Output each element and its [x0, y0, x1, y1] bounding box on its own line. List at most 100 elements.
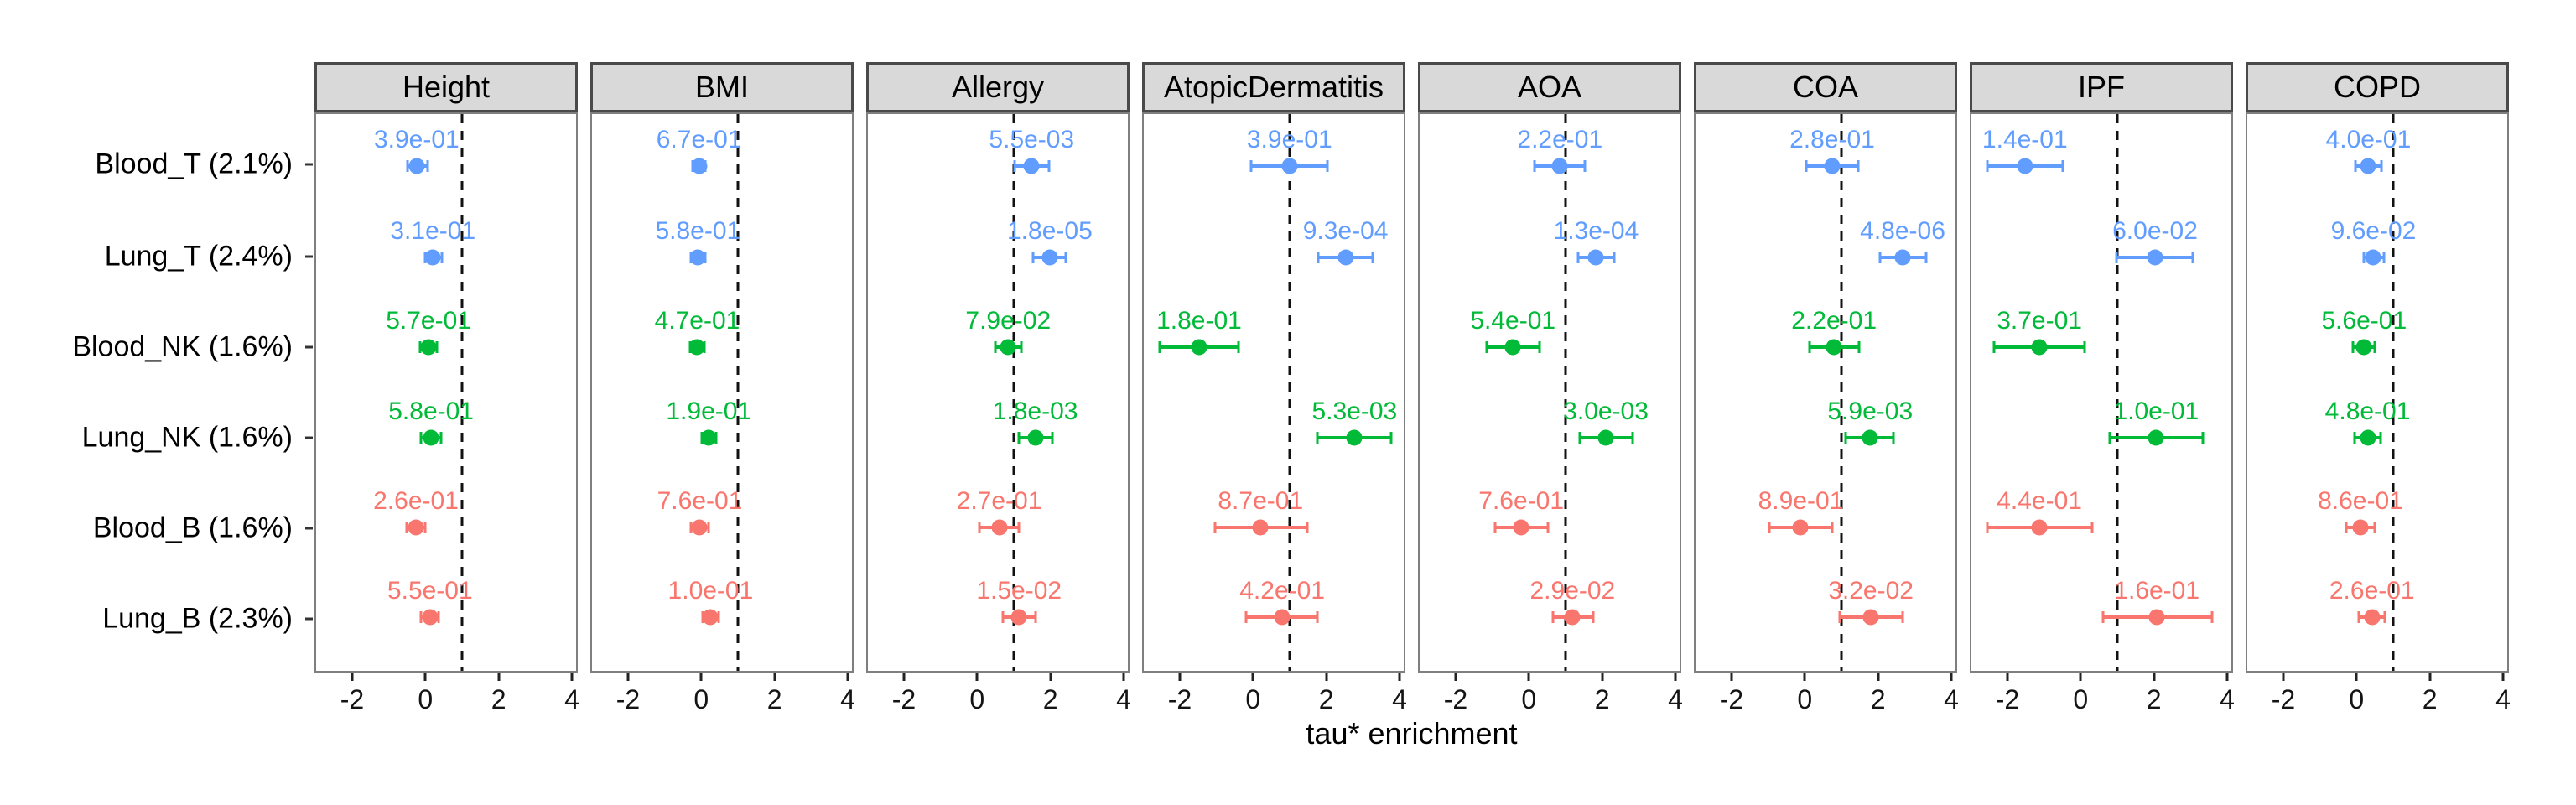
point-marker: [424, 249, 441, 266]
error-bar-cap: [1031, 251, 1035, 263]
point-marker: [2148, 429, 2164, 446]
error-bar-cap: [1316, 611, 1319, 624]
x-tick-label: 4: [1944, 684, 1959, 714]
error-bar-cap: [1857, 159, 1860, 172]
x-tick-label: 0: [1245, 684, 1261, 714]
facet-title: AOA: [1418, 62, 1681, 112]
error-bar-cap: [2108, 431, 2111, 444]
pvalue-label: 5.8e-01: [388, 397, 474, 425]
x-tick-mark: [2006, 673, 2009, 681]
pvalue-label: 1.8e-01: [1156, 306, 1242, 335]
facet-title: Allergy: [866, 62, 1130, 112]
x-tick-label: 0: [969, 684, 985, 714]
point-marker: [1023, 158, 1040, 174]
pvalue-label: 1.0e-01: [667, 577, 754, 605]
point-marker: [1862, 429, 1878, 446]
y-tick: [305, 163, 313, 166]
error-bar-cap: [1064, 251, 1067, 263]
error-bar-cap: [1034, 611, 1037, 624]
x-tick-label: -2: [340, 684, 365, 714]
x-axis: -2 0 2 4: [1142, 673, 1407, 731]
reference-line: [1288, 114, 1291, 671]
error-bar-cap: [419, 431, 423, 444]
point-marker: [1564, 609, 1581, 626]
facet-title: IPF: [1970, 62, 2233, 112]
error-bar-cap: [1047, 159, 1051, 172]
error-bar-cap: [1838, 611, 1841, 624]
error-bar-cap: [1244, 611, 1248, 624]
error-bar-cap: [1249, 159, 1253, 172]
pvalue-label: 4.8e-06: [1860, 216, 1945, 245]
x-tick-mark: [846, 673, 849, 681]
error-bar-cap: [2090, 522, 2094, 534]
error-bar-cap: [1237, 340, 1240, 353]
error-bar-cap: [717, 611, 720, 624]
error-bar-cap: [1306, 522, 1309, 534]
point-marker: [2017, 158, 2033, 174]
x-tick-label: -2: [1167, 684, 1192, 714]
error-bar-cap: [2354, 159, 2357, 172]
x-tick-mark: [1122, 673, 1125, 681]
point-marker: [408, 158, 425, 174]
pvalue-label: 5.7e-01: [386, 306, 471, 335]
x-tick-label: 2: [1870, 684, 1886, 714]
x-tick-mark: [2225, 673, 2229, 681]
x-tick-label: 0: [418, 684, 434, 714]
plot-area: 2.8e-01 4.8e-06 2.2e-01 5.9e-03 8.9e-01 3.2e-…: [1694, 112, 1957, 673]
error-bar-cap: [2083, 340, 2086, 353]
error-bar-cap: [689, 522, 693, 534]
facet-title: Height: [314, 62, 578, 112]
error-bar-cap: [1831, 522, 1834, 534]
x-tick-label: -2: [1443, 684, 1468, 714]
pvalue-label: 2.6e-01: [2329, 577, 2415, 605]
reference-line: [1840, 114, 1843, 671]
x-tick-label: 0: [1521, 684, 1537, 714]
x-axis: -2 0 2 4: [1970, 673, 2235, 731]
x-tick-mark: [1527, 673, 1530, 681]
point-marker: [1504, 339, 1521, 356]
x-axis: -2 0 2 4: [314, 673, 579, 731]
error-bar-cap: [2351, 340, 2355, 353]
x-tick-mark: [570, 673, 574, 681]
error-bar-cap: [1017, 431, 1021, 444]
pvalue-label: 1.4e-01: [1981, 125, 2068, 153]
x-tick-label: -2: [615, 684, 641, 714]
point-marker: [1792, 519, 1809, 536]
point-marker: [991, 519, 1008, 536]
error-bar-cap: [1493, 522, 1497, 534]
error-bar-cap: [1583, 159, 1587, 172]
error-bar-cap: [1768, 522, 1770, 534]
error-bar-cap: [1986, 522, 1989, 534]
error-bar-cap: [2115, 251, 2118, 263]
x-tick-mark: [2501, 673, 2505, 681]
pvalue-label: 5.9e-03: [1827, 397, 1914, 425]
plot-area: 3.9e-01 9.3e-04 1.8e-01 5.3e-03 8.7e-01 4.2e-…: [1142, 112, 1405, 673]
error-bar-cap: [2380, 159, 2383, 172]
point-marker: [2352, 519, 2369, 536]
error-bar-cap: [2379, 431, 2382, 444]
plot-area: 1.4e-01 6.0e-02 3.7e-01 1.0e-01 4.4e-01 1.6e-…: [1970, 112, 2233, 673]
pvalue-label: 5.6e-01: [2321, 306, 2407, 335]
y-axis-label: Blood_NK (1.6%): [72, 330, 293, 363]
x-tick-mark: [2428, 673, 2432, 681]
facet-panel: COA 2.8e-01 4.8e-06 2.2e-01 5.9e-03 8.9e-01 3.…: [1694, 62, 1959, 731]
error-bar-cap: [1546, 522, 1550, 534]
pvalue-label: 1.3e-04: [1553, 216, 1639, 245]
error-bar-cap: [439, 431, 443, 444]
error-bar-cap: [1326, 159, 1329, 172]
x-tick-label: -2: [891, 684, 917, 714]
pvalue-label: 4.2e-01: [1239, 577, 1325, 605]
x-tick-label: -2: [1995, 684, 2020, 714]
pvalue-label: 4.4e-01: [1997, 487, 2082, 516]
pvalue-label: 3.9e-01: [373, 125, 460, 153]
x-axis: -2 0 2 4: [2246, 673, 2511, 731]
error-bar-cap: [2382, 251, 2386, 263]
point-marker: [691, 158, 708, 174]
x-tick-label: 0: [2349, 684, 2365, 714]
pvalue-label: 8.9e-01: [1758, 487, 1844, 516]
facet-panel: AtopicDermatitis 3.9e-01 9.3e-04 1.8e-01 5.3…: [1142, 62, 1407, 731]
point-marker: [1826, 339, 1842, 356]
point-marker: [2365, 249, 2381, 266]
plot-area: 6.7e-01 5.8e-01 4.7e-01 1.9e-01 7.6e-01 1.0e-…: [590, 112, 854, 673]
